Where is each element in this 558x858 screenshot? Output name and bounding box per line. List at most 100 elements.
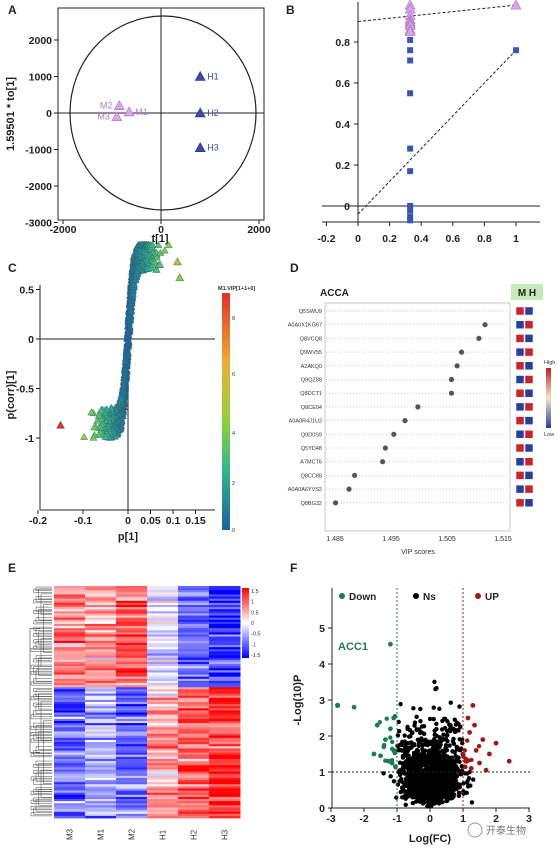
a-ytick-label: 1000	[29, 72, 53, 84]
vip-cell-m	[515, 334, 525, 343]
heatmap-cell	[85, 733, 117, 737]
heatmap-cell	[147, 691, 179, 694]
volcano-point	[451, 763, 456, 769]
c-colorbar-tick: 4	[232, 431, 235, 437]
volcano-point	[391, 779, 397, 784]
volcano-up-point	[487, 751, 492, 757]
heatmap-cell	[209, 588, 241, 591]
c-xtick-label: -0.2	[29, 515, 47, 527]
heatmap-cell	[85, 780, 117, 783]
heatmap-cell	[116, 780, 148, 783]
heatmap-cell	[54, 706, 86, 709]
dendrogram-branch	[30, 726, 52, 730]
volcano-point	[396, 719, 401, 725]
q2-point	[407, 57, 414, 64]
heatmap-cell	[178, 796, 210, 800]
heatmap-cell	[209, 600, 241, 604]
heatmap-cell	[147, 674, 179, 678]
heatmap-cell	[209, 693, 241, 697]
volcano-point	[435, 780, 440, 785]
s-plot-point	[94, 411, 103, 419]
panel-c-label: C	[8, 261, 17, 275]
heatmap-cell	[116, 697, 148, 701]
heatmap-cell	[54, 659, 86, 663]
vip-point	[402, 418, 408, 424]
c-xtick-label: 0	[125, 515, 131, 527]
heatmap-cell	[147, 731, 179, 735]
heatmap-cell	[116, 706, 148, 709]
s-plot-point	[125, 322, 134, 330]
heatmap-cell	[85, 704, 117, 707]
heatmap-cell	[147, 796, 179, 800]
volcano-point	[435, 788, 441, 793]
heatmap-cell	[178, 672, 210, 675]
heatmap-cell	[178, 744, 210, 747]
heatmap-cell	[178, 727, 210, 730]
heatmap-cell	[178, 782, 210, 785]
q2-point	[407, 217, 414, 224]
volcano-point	[456, 793, 462, 798]
heatmap-cell	[85, 767, 117, 770]
volcano-point	[440, 788, 445, 793]
heatmap-cell	[85, 784, 117, 787]
dendrogram-branch	[38, 731, 52, 750]
heatmap-cell	[116, 623, 148, 627]
s-plot-point	[148, 240, 157, 249]
volcano-point	[445, 754, 450, 759]
heatmap-cell	[85, 594, 117, 597]
heatmap-cell	[178, 763, 210, 766]
watermark-text: 开泰生物	[486, 824, 526, 837]
heatmap-cell	[85, 651, 117, 654]
volcano-point	[432, 732, 437, 737]
heatmap-cell	[116, 782, 148, 785]
volcano-point	[410, 786, 415, 792]
heatmap-cell	[178, 636, 210, 640]
heatmap-cell	[178, 720, 210, 724]
volcano-point	[414, 752, 419, 758]
q2-regression-line	[357, 49, 517, 215]
heatmap-cell	[85, 729, 117, 732]
dendrogram-branch	[30, 732, 52, 736]
heatmap-cell	[54, 600, 86, 604]
heatmap-cell	[178, 626, 210, 629]
heatmap-cell	[54, 640, 86, 644]
heatmap-cell	[116, 672, 148, 675]
heatmap-cell	[178, 683, 210, 686]
heatmap-cell	[209, 752, 241, 756]
heatmap-cell	[209, 799, 241, 802]
heatmap-cell	[209, 689, 241, 692]
heatmap-cell	[178, 602, 210, 606]
heatmap-cell	[85, 596, 117, 600]
volcano-point	[461, 781, 466, 786]
panel-d-frame	[324, 302, 511, 532]
heatmap-cell	[54, 668, 86, 671]
heatmap-cell	[178, 704, 210, 707]
heatmap-cell	[209, 685, 241, 688]
heatmap-cell	[209, 672, 241, 675]
heatmap-cell	[85, 782, 117, 785]
vip-protein-label: Q5YD48	[301, 446, 322, 452]
vip-cell-h	[524, 471, 534, 480]
panel-c-ylabel: p(corr)[1]	[5, 370, 17, 419]
heatmap-cell	[116, 645, 148, 648]
heatmap-cell	[54, 699, 86, 703]
volcano-point	[405, 794, 411, 799]
vip-cell-h	[524, 416, 534, 425]
heatmap-cell	[178, 712, 210, 716]
heatmap-cell	[116, 805, 148, 808]
heatmap-cell	[147, 642, 179, 646]
heatmap-cell	[85, 720, 117, 724]
heatmap-cell	[147, 792, 179, 796]
heatmap-cell	[85, 697, 117, 701]
a-xtick-label: 0	[158, 224, 164, 236]
volcano-point	[425, 754, 430, 759]
heatmap-cell	[85, 811, 117, 815]
heatmap-cell	[54, 647, 86, 650]
heatmap-cell	[147, 611, 179, 614]
heatmap-cell	[147, 758, 179, 762]
heatmap-cell	[85, 674, 117, 678]
f-xtick-label: 0	[427, 813, 433, 825]
heatmap-cell	[147, 680, 179, 684]
heatmap-cell	[116, 796, 148, 800]
heatmap-cell	[54, 756, 86, 760]
